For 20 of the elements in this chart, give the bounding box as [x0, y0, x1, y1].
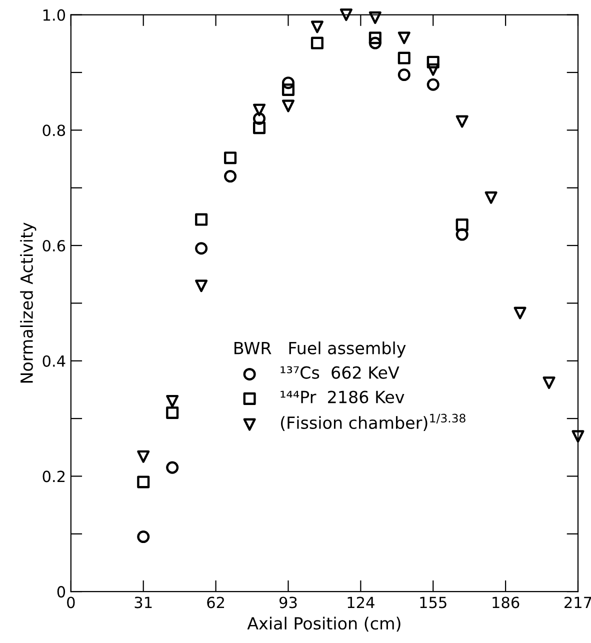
- x-axis-title: Axial Position (cm): [247, 616, 400, 632]
- legend-label: (Fission chamber)$^{1/3.38}$: [280, 414, 466, 431]
- x-tick-label: 31: [134, 596, 152, 608]
- x-tick-label: 93: [279, 596, 297, 608]
- y-tick-label: 0.2: [42, 470, 65, 482]
- y-tick-label: 0.8: [42, 124, 66, 136]
- x-tick-label: 186: [492, 596, 520, 608]
- y-tick-label: 0.6: [42, 240, 66, 252]
- x-tick-label: 62: [207, 596, 224, 608]
- x-tick-label: 0: [67, 596, 75, 608]
- x-tick-label: 217: [564, 596, 591, 608]
- y-tick-label: 1.0: [43, 9, 66, 21]
- y-tick-label: 0: [57, 586, 66, 598]
- x-tick-label: 124: [348, 596, 374, 608]
- legend-label: ¹⁴⁴Pr 2186 Kev: [280, 390, 404, 404]
- y-tick-label: 0.4: [42, 355, 66, 367]
- legend-title: BWR Fuel assembly: [234, 341, 406, 358]
- x-tick-label: 155: [420, 596, 446, 608]
- legend-label: ¹³⁷Cs 662 KeV: [280, 366, 400, 379]
- y-axis-title: Normalized Activity: [20, 222, 36, 383]
